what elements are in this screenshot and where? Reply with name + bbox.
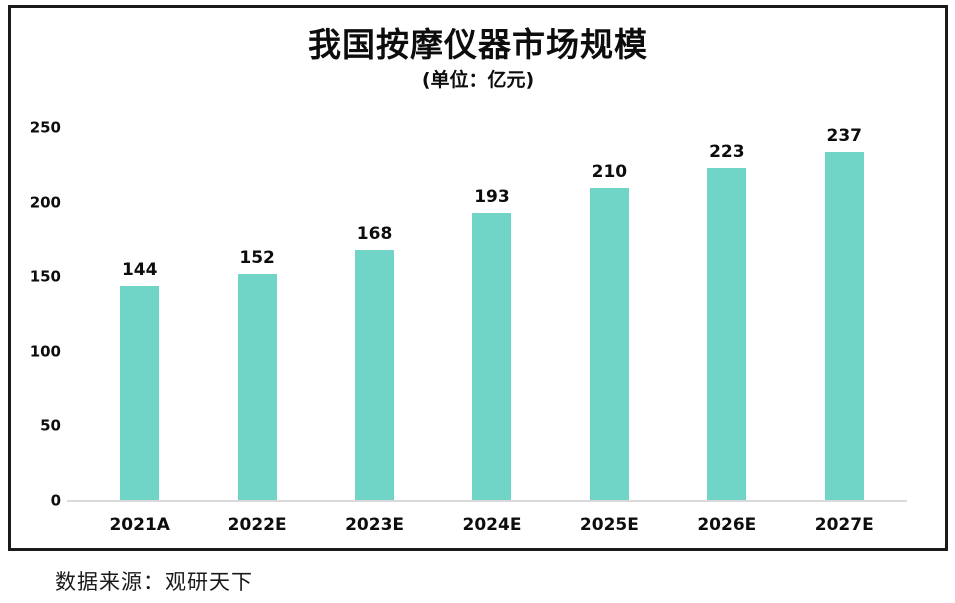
y-tick-label: 0	[50, 491, 61, 510]
bar-group: 223 2026E	[697, 128, 756, 534]
bar	[589, 187, 629, 501]
chart-title: 我国按摩仪器市场规模	[308, 25, 648, 64]
plot-area: 0 50 100 150 200 250 144 2021A 152 2022E 168 2023E…	[30, 120, 907, 534]
y-tick-label: 150	[29, 267, 61, 286]
bar	[355, 250, 395, 501]
bar-group: 193 2024E	[463, 128, 522, 534]
y-axis: 0 50 100 150 200 250	[29, 120, 75, 508]
y-tick-label: 200	[29, 193, 61, 212]
bar-group: 168 2023E	[345, 128, 404, 534]
data-source-label: 数据来源：观研天下	[55, 570, 253, 594]
bar-value-label: 223	[709, 142, 745, 163]
bar-group: 210 2025E	[580, 128, 639, 533]
x-axis-label: 2027E	[814, 515, 874, 535]
bar-group: 144 2021A	[109, 128, 169, 534]
x-axis-label: 2021A	[109, 515, 170, 535]
y-tick-label: 250	[29, 118, 61, 137]
bar-group: 237 2027E	[815, 126, 874, 534]
bar-value-label: 237	[826, 126, 862, 146]
x-axis-label: 2022E	[227, 515, 287, 535]
bar	[237, 274, 277, 501]
bar-value-label: 210	[591, 161, 628, 182]
x-axis-line	[67, 500, 907, 502]
bar	[824, 152, 864, 501]
x-axis-label: 2023E	[345, 515, 405, 535]
bar-value-label: 144	[121, 260, 158, 281]
x-axis-label: 2024E	[462, 515, 522, 535]
bar-value-label: 152	[239, 248, 275, 269]
x-axis-label: 2025E	[579, 515, 639, 535]
y-tick-label: 100	[29, 342, 61, 361]
y-tick-label: 50	[40, 416, 61, 435]
chart-frame: 我国按摩仪器市场规模 (单位：亿元) 0 50 100 150 200 250 144 20…	[8, 5, 948, 551]
bar-value-label: 168	[356, 224, 393, 245]
chart-subtitle: (单位：亿元)	[421, 69, 535, 91]
bar	[120, 286, 160, 501]
bar	[472, 213, 512, 501]
bar-group: 152 2022E	[228, 128, 287, 534]
x-axis-label: 2026E	[697, 515, 757, 535]
bar	[707, 168, 747, 501]
bars-container: 144 2021A 152 2022E 168 2023E 193 2024E 210 2025E…	[81, 126, 903, 534]
bar-value-label: 193	[474, 187, 510, 208]
